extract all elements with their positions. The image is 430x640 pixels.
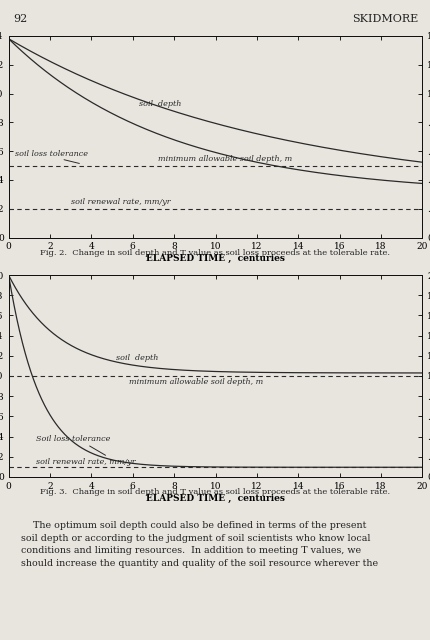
Text: The optimum soil depth could also be defined in terms of the present
soil depth : The optimum soil depth could also be def… — [21, 521, 377, 568]
Text: minimum allowable soil depth, m: minimum allowable soil depth, m — [128, 378, 262, 386]
X-axis label: ELAPSED TIME ,  centuries: ELAPSED TIME , centuries — [146, 254, 284, 263]
Text: soil  depth: soil depth — [116, 354, 158, 362]
Text: Fig. 2.  Change in soil depth and T value as soil loss proceeds at the tolerable: Fig. 2. Change in soil depth and T value… — [40, 250, 390, 257]
Text: soil renewal rate, mm/yr: soil renewal rate, mm/yr — [71, 198, 170, 206]
X-axis label: ELAPSED TIME ,  centuries: ELAPSED TIME , centuries — [146, 493, 284, 502]
Text: Fig. 3.  Change in soil depth and T value as soil loss proceeds at the tolerable: Fig. 3. Change in soil depth and T value… — [40, 488, 390, 496]
Text: soil loss tolerance: soil loss tolerance — [15, 150, 88, 158]
Text: Soil loss tolerance: Soil loss tolerance — [35, 435, 110, 443]
Text: SKIDMORE: SKIDMORE — [351, 13, 417, 24]
Text: minimum allowable soil depth, m: minimum allowable soil depth, m — [157, 155, 291, 163]
Text: soil renewal rate, mm/yr: soil renewal rate, mm/yr — [35, 458, 135, 466]
Text: soil  depth: soil depth — [138, 100, 181, 108]
Text: 92: 92 — [13, 13, 27, 24]
